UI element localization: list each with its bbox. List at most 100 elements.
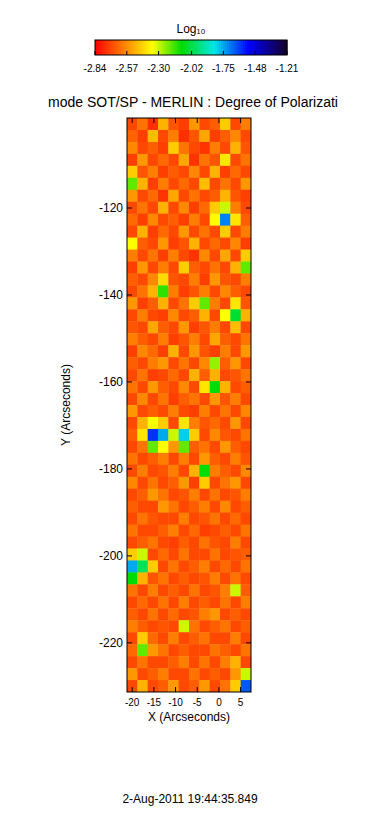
cell xyxy=(199,668,210,680)
cell xyxy=(241,154,251,166)
cell xyxy=(199,429,210,441)
cell xyxy=(189,154,200,166)
cell xyxy=(210,130,221,142)
cell xyxy=(189,489,200,501)
x-tick-label: 0 xyxy=(216,697,222,708)
cell xyxy=(137,357,148,369)
cell xyxy=(158,357,169,369)
cell xyxy=(158,584,169,596)
cell xyxy=(168,333,179,345)
cell xyxy=(158,644,169,656)
cell xyxy=(199,453,210,465)
cell xyxy=(168,477,179,489)
cell xyxy=(137,369,148,381)
cell xyxy=(179,608,190,620)
cell xyxy=(158,572,169,584)
colorbar-tick xyxy=(223,51,224,55)
cell xyxy=(158,668,169,680)
cell xyxy=(189,333,200,345)
cell xyxy=(230,321,241,333)
cell xyxy=(127,501,138,513)
cell xyxy=(189,393,200,405)
cell xyxy=(127,273,138,285)
cell xyxy=(210,321,221,333)
cell xyxy=(230,166,241,178)
cell xyxy=(127,345,138,357)
y-tick xyxy=(127,381,132,382)
cell xyxy=(241,357,251,369)
cell xyxy=(137,238,148,250)
cell xyxy=(189,453,200,465)
cell xyxy=(199,321,210,333)
cell xyxy=(210,381,221,393)
colorbar-tick-label: -2.84 xyxy=(84,63,107,74)
cell xyxy=(148,501,159,513)
cell xyxy=(158,309,169,321)
cell xyxy=(189,142,200,154)
cell xyxy=(199,345,210,357)
cell xyxy=(230,560,241,572)
cell xyxy=(168,297,179,309)
cell xyxy=(137,273,148,285)
cell xyxy=(148,262,159,274)
cell xyxy=(210,154,221,166)
cell xyxy=(210,190,221,202)
cell xyxy=(148,668,159,680)
cell xyxy=(127,190,138,202)
cell xyxy=(230,369,241,381)
colorbar-tick xyxy=(158,51,159,55)
cell xyxy=(168,632,179,644)
cell xyxy=(189,584,200,596)
cell xyxy=(137,321,148,333)
cell xyxy=(220,381,231,393)
cell xyxy=(230,584,241,596)
cell xyxy=(230,178,241,190)
cell xyxy=(210,560,221,572)
cell xyxy=(210,513,221,525)
x-tick xyxy=(175,118,176,123)
cell xyxy=(127,154,138,166)
cell xyxy=(241,333,251,345)
cell xyxy=(179,369,190,381)
cell xyxy=(241,668,251,680)
cell xyxy=(168,226,179,238)
cell xyxy=(179,489,190,501)
cell xyxy=(179,285,190,297)
cell xyxy=(148,465,159,477)
cell xyxy=(137,501,148,513)
colorbar-tick-label: -1.75 xyxy=(212,63,235,74)
cell xyxy=(168,453,179,465)
cell xyxy=(168,285,179,297)
cell xyxy=(189,262,200,274)
cell xyxy=(230,297,241,309)
cell xyxy=(158,465,169,477)
cell xyxy=(137,118,148,130)
cell xyxy=(158,417,169,429)
cell xyxy=(189,309,200,321)
cell xyxy=(199,620,210,632)
cell xyxy=(189,620,200,632)
cell xyxy=(220,620,231,632)
cell xyxy=(230,417,241,429)
cell xyxy=(179,381,190,393)
cell xyxy=(127,202,138,214)
cell xyxy=(241,202,251,214)
cell xyxy=(127,321,138,333)
cell xyxy=(148,214,159,226)
cell xyxy=(137,632,148,644)
cell xyxy=(230,262,241,274)
cell xyxy=(137,250,148,262)
y-tick xyxy=(127,642,132,643)
cell xyxy=(137,441,148,453)
cell xyxy=(127,513,138,525)
cell xyxy=(199,596,210,608)
cell xyxy=(127,285,138,297)
cell xyxy=(179,393,190,405)
cell xyxy=(148,513,159,525)
cell xyxy=(179,477,190,489)
colorbar-frame xyxy=(95,40,287,55)
cell xyxy=(158,297,169,309)
cell xyxy=(179,549,190,561)
cell xyxy=(168,154,179,166)
cell xyxy=(148,596,159,608)
